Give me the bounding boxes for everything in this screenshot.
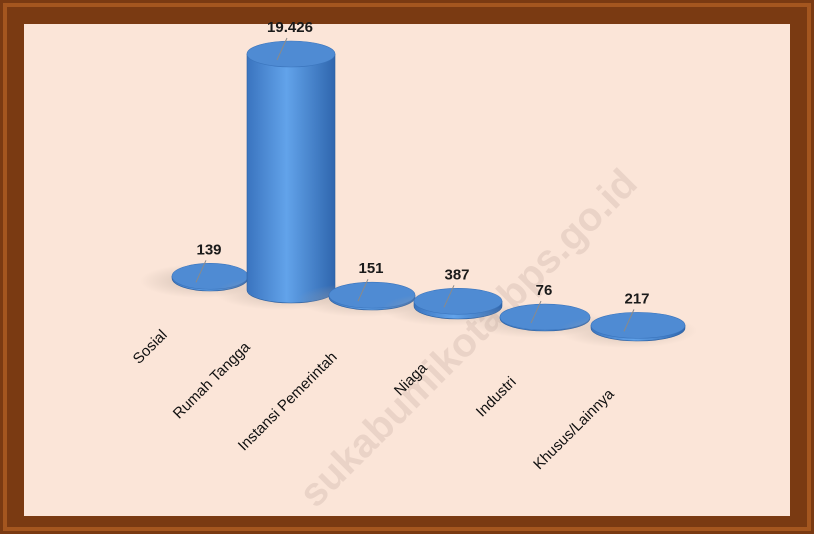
cylinder	[246, 40, 336, 304]
data-label: 387	[444, 266, 469, 283]
leader-line	[357, 278, 369, 302]
leader-line	[623, 309, 635, 332]
frame-inner	[3, 3, 811, 531]
leader-line	[443, 285, 455, 308]
cylinder-top	[590, 312, 686, 339]
data-label: 19.426	[267, 19, 313, 36]
leader-line	[276, 37, 288, 61]
cylinder-side	[246, 53, 336, 304]
plot-background	[24, 24, 790, 516]
data-label: 139	[196, 241, 221, 258]
cylinder-top	[246, 40, 336, 68]
leader-line	[195, 260, 207, 283]
data-label: 151	[358, 260, 383, 277]
cylinder	[590, 312, 686, 342]
cylinder-top	[413, 287, 503, 315]
leader-line	[530, 300, 542, 324]
data-label: 217	[624, 290, 649, 307]
data-label: 76	[536, 282, 553, 299]
